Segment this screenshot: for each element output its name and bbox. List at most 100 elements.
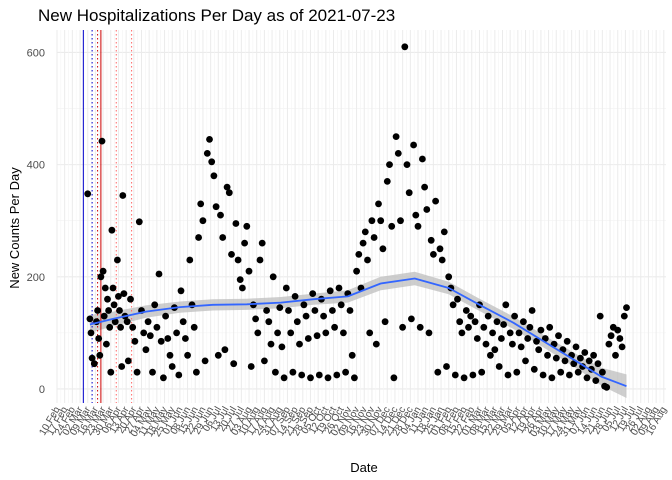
data-point: [616, 335, 624, 342]
data-point: [293, 318, 301, 326]
data-point: [333, 371, 341, 379]
data-point: [375, 200, 382, 208]
data-point: [462, 307, 470, 314]
data-point: [160, 374, 167, 382]
data-point: [440, 228, 448, 236]
data-point: [570, 360, 578, 368]
data-point: [217, 211, 224, 219]
data-point: [230, 360, 238, 368]
data-point: [594, 360, 602, 368]
data-point: [351, 374, 358, 382]
data-point: [599, 368, 606, 376]
data-point: [151, 301, 159, 309]
data-point: [84, 190, 92, 198]
data-point: [520, 318, 527, 326]
data-point: [546, 323, 554, 331]
data-point: [228, 251, 235, 258]
data-point: [526, 323, 534, 331]
data-point: [469, 371, 477, 379]
data-point: [364, 256, 371, 264]
data-point: [577, 354, 584, 362]
data-point: [219, 234, 227, 241]
data-point: [236, 276, 244, 283]
data-point: [509, 340, 516, 348]
data-point: [590, 351, 597, 359]
data-point: [329, 307, 336, 314]
data-point: [408, 315, 415, 323]
data-point: [502, 301, 510, 309]
data-point: [100, 312, 108, 320]
data-point: [430, 251, 437, 258]
data-point: [322, 329, 330, 337]
data-point: [401, 43, 409, 51]
data-point: [592, 377, 600, 384]
data-point: [265, 318, 273, 326]
data-point: [366, 329, 374, 337]
data-point: [427, 236, 435, 244]
data-point: [581, 349, 589, 356]
data-point: [115, 293, 122, 300]
data-point: [612, 351, 619, 359]
data-point: [247, 363, 255, 370]
data-point: [206, 136, 213, 143]
data-point: [432, 197, 439, 205]
data-point: [101, 284, 109, 292]
data-point: [524, 335, 532, 342]
data-point: [331, 323, 338, 331]
data-point: [214, 351, 222, 359]
data-point: [443, 363, 450, 370]
data-point: [239, 284, 246, 292]
data-points: [84, 43, 630, 391]
data-point: [88, 354, 96, 362]
data-point: [179, 318, 187, 326]
data-point: [478, 368, 486, 376]
data-point: [552, 354, 560, 362]
data-point: [471, 318, 479, 326]
chart-title: New Hospitalizations Per Day as of 2021-…: [38, 6, 396, 25]
data-point: [315, 371, 323, 379]
data-point: [566, 371, 573, 379]
data-point: [530, 365, 538, 373]
data-point: [335, 284, 343, 292]
data-point: [177, 287, 185, 295]
y-tick-label: 200: [27, 272, 45, 284]
data-point: [298, 371, 306, 379]
data-point: [109, 284, 117, 292]
data-point: [87, 329, 95, 337]
data-point: [614, 326, 622, 334]
data-point: [212, 203, 220, 211]
data-point: [458, 329, 466, 337]
data-point: [201, 357, 209, 365]
data-point: [410, 141, 417, 149]
data-point: [309, 290, 317, 297]
data-point: [232, 220, 240, 227]
data-point: [388, 222, 396, 230]
data-point: [623, 304, 630, 311]
data-point: [307, 374, 314, 382]
data-point: [280, 374, 288, 382]
data-point: [423, 206, 431, 213]
data-point: [355, 251, 363, 258]
data-point: [555, 332, 562, 340]
data-point: [561, 357, 569, 365]
data-point: [118, 363, 126, 370]
data-point: [504, 371, 512, 379]
data-point: [272, 368, 279, 376]
smooth-trend: [89, 277, 627, 388]
data-point: [223, 183, 231, 191]
data-point: [511, 312, 518, 320]
data-point: [94, 307, 101, 314]
data-point: [346, 307, 354, 314]
data-point: [313, 332, 321, 340]
y-axis-title: New Counts Per Day: [7, 167, 22, 289]
data-point: [320, 312, 327, 320]
data-point: [267, 340, 275, 348]
data-point: [353, 267, 360, 275]
data-point: [96, 351, 104, 359]
data-point: [434, 368, 442, 376]
data-point: [162, 312, 170, 320]
data-point: [607, 332, 615, 340]
data-point: [140, 329, 148, 337]
data-point: [489, 329, 496, 337]
data-point: [114, 256, 121, 264]
